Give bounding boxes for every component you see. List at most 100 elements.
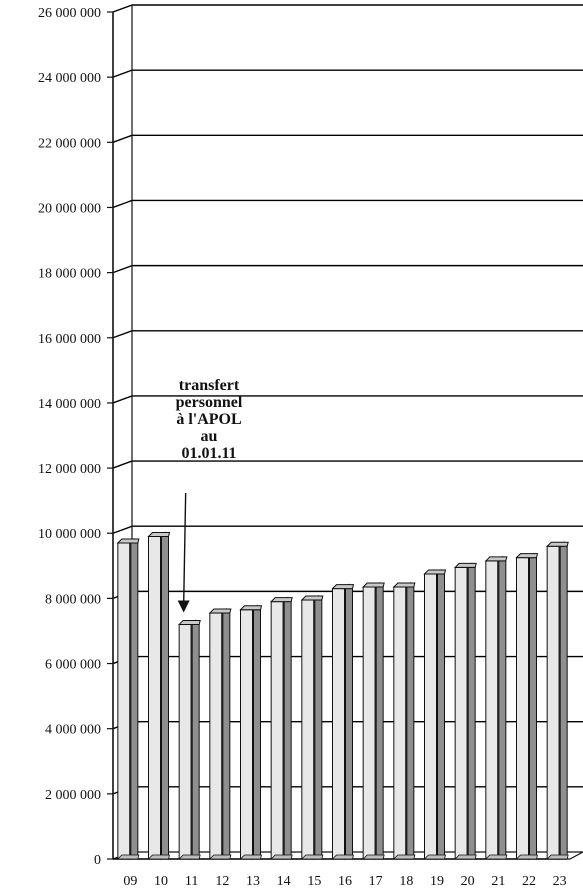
bar-side-face bbox=[499, 561, 506, 859]
bar-side-face bbox=[315, 600, 322, 859]
bar-side-face bbox=[407, 587, 414, 859]
y-tick-label: 14 000 000 bbox=[38, 397, 101, 412]
x-tick-label: 21 bbox=[491, 874, 505, 889]
gridline-side bbox=[113, 70, 132, 77]
bar-side-face bbox=[223, 613, 230, 859]
x-tick-label: 15 bbox=[307, 874, 321, 889]
bar-top bbox=[486, 557, 507, 561]
annotation: transfert personnel à l'APOL au 01.01.11 bbox=[176, 377, 243, 612]
y-tick-label: 26 000 000 bbox=[38, 6, 101, 21]
y-tick-label: 20 000 000 bbox=[38, 201, 101, 216]
y-tick-label: 6 000 000 bbox=[45, 658, 101, 673]
bar-base bbox=[486, 855, 507, 859]
bar-base bbox=[179, 855, 200, 859]
x-tick-label: 17 bbox=[369, 874, 383, 889]
bar-front bbox=[425, 574, 437, 859]
bar-front bbox=[118, 543, 130, 859]
bar-base bbox=[241, 855, 262, 859]
bar-base bbox=[271, 855, 292, 859]
bar-side-face bbox=[192, 624, 199, 859]
bar-front bbox=[241, 610, 253, 859]
gridline-side bbox=[113, 526, 132, 533]
x-tick-label: 14 bbox=[277, 874, 291, 889]
bar-base bbox=[118, 855, 139, 859]
bar-base bbox=[302, 855, 323, 859]
bar-top bbox=[302, 596, 323, 600]
x-tick-label: 09 bbox=[123, 874, 137, 889]
bar-top bbox=[118, 539, 139, 543]
bar-top bbox=[455, 563, 476, 567]
gridline-side bbox=[113, 200, 132, 207]
bar-side-face bbox=[376, 587, 383, 859]
gridline-side bbox=[113, 461, 132, 468]
bar-base bbox=[517, 855, 538, 859]
bar-side-face bbox=[560, 546, 567, 859]
bar-top bbox=[363, 583, 384, 587]
x-tick-label: 18 bbox=[399, 874, 413, 889]
bar-side-face bbox=[284, 602, 291, 859]
bar-front bbox=[547, 546, 559, 859]
x-tick-label: 10 bbox=[154, 874, 168, 889]
annotation-arrow-head bbox=[178, 600, 190, 612]
bar-front bbox=[517, 558, 529, 859]
y-tick-label: 22 000 000 bbox=[38, 136, 101, 151]
annotation-line-1: transfert bbox=[179, 377, 240, 394]
y-axis-tick-labels: 0 2 000 000 4 000 000 6 000 000 8 000 000 10 … bbox=[38, 6, 101, 868]
gridline-side bbox=[113, 5, 132, 12]
x-tick-label: 20 bbox=[461, 874, 475, 889]
y-tick-label: 18 000 000 bbox=[38, 267, 101, 282]
bar-side-face bbox=[438, 574, 445, 859]
bar-top bbox=[517, 554, 538, 558]
x-tick-label: 22 bbox=[522, 874, 536, 889]
x-tick-label: 19 bbox=[430, 874, 444, 889]
gridline-side bbox=[113, 266, 132, 273]
bar-top bbox=[333, 585, 354, 589]
y-tick-label: 24 000 000 bbox=[38, 71, 101, 86]
gridline-side bbox=[113, 396, 132, 403]
bar-front bbox=[363, 587, 375, 859]
bar-side-face bbox=[131, 543, 138, 859]
bar-front bbox=[455, 567, 467, 859]
bar-side-face bbox=[468, 567, 475, 859]
y-tick-label: 0 bbox=[94, 853, 101, 868]
bar-base bbox=[363, 855, 384, 859]
bars bbox=[118, 532, 568, 859]
bar-front bbox=[210, 613, 222, 859]
y-tick-label: 10 000 000 bbox=[38, 527, 101, 542]
bar-front bbox=[486, 561, 498, 859]
bar-top bbox=[210, 609, 231, 613]
bar-front bbox=[333, 589, 345, 859]
bar-base bbox=[547, 855, 568, 859]
bar-side-face bbox=[254, 610, 261, 859]
annotation-line-4: au bbox=[201, 428, 218, 445]
bar-top bbox=[271, 598, 292, 602]
bar-front bbox=[394, 587, 406, 859]
annotation-line-3: à l'APOL bbox=[176, 411, 241, 428]
gridline-side bbox=[113, 135, 132, 142]
x-tick-label: 12 bbox=[215, 874, 229, 889]
bar-top bbox=[149, 532, 170, 536]
annotation-arrow-shaft bbox=[184, 493, 186, 604]
x-tick-label: 13 bbox=[246, 874, 260, 889]
bar-top bbox=[547, 542, 568, 546]
x-tick-label: 16 bbox=[338, 874, 352, 889]
x-tick-label: 11 bbox=[185, 874, 198, 889]
y-tick-label: 2 000 000 bbox=[45, 788, 101, 803]
bar-base bbox=[425, 855, 446, 859]
bar-base bbox=[210, 855, 231, 859]
bar-side-face bbox=[530, 558, 537, 859]
y-tick-label: 16 000 000 bbox=[38, 332, 101, 347]
bar-front bbox=[149, 536, 161, 859]
x-axis-tick-labels: 09 10 11 12 13 14 15 16 17 18 19 20 21 22 23 bbox=[123, 874, 566, 889]
y-tick-label: 12 000 000 bbox=[38, 462, 101, 477]
bar-top bbox=[241, 606, 262, 610]
annotation-line-2: personnel bbox=[176, 394, 243, 411]
bar-base bbox=[149, 855, 170, 859]
annotation-line-5: 01.01.11 bbox=[181, 445, 236, 462]
bar-side-face bbox=[162, 536, 169, 859]
bar-top bbox=[394, 583, 415, 587]
bar-front bbox=[271, 602, 283, 859]
bar-top bbox=[425, 570, 446, 574]
